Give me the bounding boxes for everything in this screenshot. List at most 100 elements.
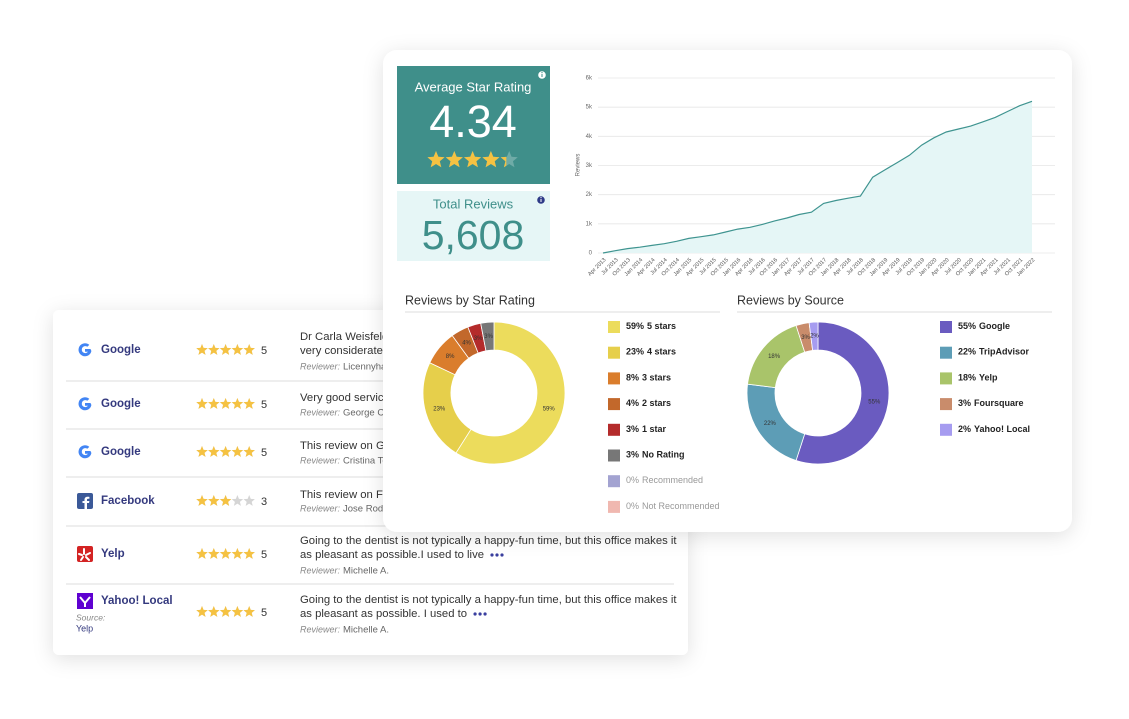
star-filled <box>208 398 220 409</box>
rating-number: 5 <box>261 607 267 619</box>
slice-label: 2% <box>810 334 819 340</box>
legend-name: No Rating <box>642 450 685 460</box>
read-more-dot <box>483 612 487 616</box>
star-filled <box>196 548 208 559</box>
total-reviews-tile <box>397 191 550 261</box>
reviewer-label: Reviewer: <box>300 624 341 634</box>
star-filled <box>231 548 244 559</box>
legend-value: 3% <box>958 398 971 408</box>
star-filled <box>500 156 507 168</box>
read-more[interactable] <box>473 612 487 616</box>
legend-label: 59% 5 stars <box>626 321 676 331</box>
y-tick-label: 0 <box>589 251 593 257</box>
legend-value: 4% <box>626 398 639 408</box>
star-filled <box>219 398 232 409</box>
area-fill <box>603 101 1032 253</box>
star-filled <box>208 548 220 559</box>
legend-label: 2% Yahoo! Local <box>958 424 1030 434</box>
slice-label: 59% <box>543 406 556 412</box>
source-name: Yelp <box>101 548 125 560</box>
legend-label: 55% Google <box>958 321 1010 331</box>
legend-label: 3% 1 star <box>626 424 667 434</box>
review-text: as pleasant as possible. I used to <box>300 608 467 620</box>
read-more-dot <box>473 612 477 616</box>
legend-label: 22% TripAdvisor <box>958 347 1030 357</box>
legend-value: 23% <box>626 347 644 357</box>
source-label: Source: <box>76 612 106 622</box>
legend-label: 0% Recommended <box>626 476 703 486</box>
reviewer-name: Jose Rod <box>343 504 383 515</box>
star-filled <box>196 398 208 409</box>
star-filled <box>427 151 445 168</box>
average-value: 4.34 <box>429 96 517 147</box>
chart-title: Reviews by Source <box>737 293 844 307</box>
legend-label: 4% 2 stars <box>626 398 671 408</box>
reviewer-label: Reviewer: <box>300 407 341 417</box>
reviewer-name: George C <box>343 408 384 419</box>
legend-value: 55% <box>958 321 976 331</box>
star-filled <box>208 344 220 355</box>
info-icon <box>538 71 546 79</box>
reviewer-label: Reviewer: <box>300 503 341 513</box>
line <box>602 100 1033 254</box>
legend-label: 0% Not Recommended <box>626 501 720 511</box>
source-name: Google <box>101 398 141 410</box>
rating-number: 5 <box>261 345 267 357</box>
legend-label: 23% 4 stars <box>626 347 676 357</box>
legend-swatch <box>608 423 620 436</box>
legend-swatch <box>608 500 620 513</box>
star-rating <box>196 398 255 409</box>
legend-label: 3% Foursquare <box>958 398 1024 408</box>
source-name: Google <box>101 344 141 356</box>
star-filled <box>243 548 255 559</box>
legend-name: 4 stars <box>647 347 676 357</box>
google-logo <box>78 397 92 411</box>
source-name: Yahoo! Local <box>101 595 173 607</box>
star-filled <box>208 606 220 617</box>
legend-swatch <box>608 398 620 411</box>
google-logo <box>78 343 92 357</box>
y-tick-label: 2k <box>586 192 593 198</box>
star-filled <box>208 495 220 506</box>
legend-value: 0% <box>626 501 639 511</box>
y-tick-label: 4k <box>586 134 593 140</box>
reviewer-name: Michelle A. <box>343 625 389 636</box>
star-filled <box>231 344 244 355</box>
legend-swatch <box>608 372 620 385</box>
star-filled <box>231 606 244 617</box>
star-filled <box>231 446 244 457</box>
star-filled <box>196 606 208 617</box>
slice-label: 23% <box>433 406 446 412</box>
review-text: Very good service <box>300 392 390 404</box>
review-text: Going to the dentist is not typically a … <box>300 594 677 606</box>
star-filled <box>243 446 255 457</box>
legend-name: Yelp <box>979 373 998 383</box>
star-filled <box>219 344 232 355</box>
rating-number: 5 <box>261 549 267 561</box>
legend-name: 5 stars <box>647 321 676 331</box>
legend-name: TripAdvisor <box>979 347 1030 357</box>
slice-label: 22% <box>764 421 777 427</box>
star-filled <box>243 344 255 355</box>
total-value: 5,608 <box>422 212 525 258</box>
read-more[interactable] <box>490 553 504 557</box>
y-tick-label: 6k <box>586 76 593 82</box>
slice-label: 3% <box>801 335 810 341</box>
star-filled <box>464 151 482 168</box>
star-filled <box>196 495 208 506</box>
star-rating <box>196 446 255 457</box>
legend-name: Google <box>979 321 1010 331</box>
legend-name: 3 stars <box>642 373 671 383</box>
reviewer-label: Reviewer: <box>300 455 341 465</box>
review-text: This review on Go <box>300 440 391 452</box>
facebook-logo <box>77 493 93 510</box>
donut-slice <box>808 321 819 351</box>
legend-value: 3% <box>626 450 639 460</box>
rating-number: 5 <box>261 447 267 459</box>
rating-number: 3 <box>261 496 267 508</box>
legend-name: Recommended <box>642 476 703 486</box>
review-text: very considerate c <box>300 345 392 357</box>
star-filled <box>219 495 232 506</box>
